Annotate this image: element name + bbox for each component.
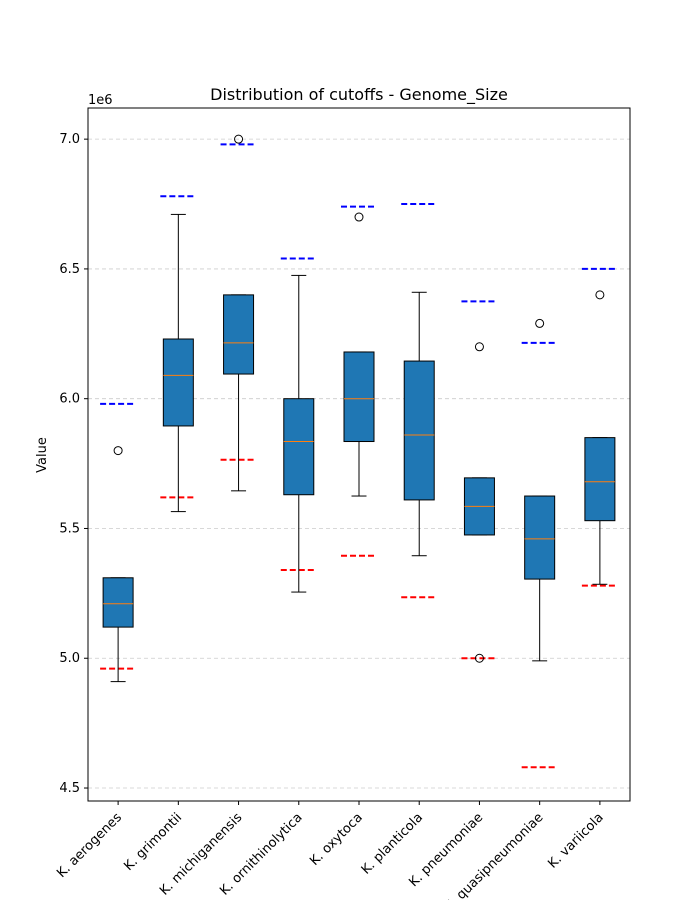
box-iqr <box>102 577 134 628</box>
outlier-point <box>474 342 484 352</box>
box-iqr <box>343 351 375 443</box>
box-group <box>223 134 255 492</box>
y-tick-label: 5.5 <box>59 521 80 536</box>
box-iqr <box>283 398 315 496</box>
y-tick-label: 6.0 <box>59 392 80 407</box>
y-scale-offset-label: 1e6 <box>88 93 113 108</box>
box-iqr <box>223 294 255 375</box>
x-tick-label: K. quasipneumoniae <box>442 810 547 900</box>
box-iqr <box>162 338 194 427</box>
x-tick-label: K. variicola <box>545 810 606 871</box>
x-tick-label: K. oxytoca <box>307 810 366 869</box>
box-group <box>584 290 616 585</box>
box-iqr <box>403 360 435 501</box>
box-group <box>102 446 134 683</box>
box-group <box>524 318 556 662</box>
y-tick-label: 6.5 <box>59 262 80 277</box>
y-tick-label: 4.5 <box>59 781 80 796</box>
outlier-point <box>595 290 605 300</box>
outlier-point <box>234 134 244 144</box>
x-tick-label: K. planticola <box>359 810 426 877</box>
box-group <box>403 291 435 557</box>
y-tick-label: 5.0 <box>59 651 80 666</box>
box-group <box>162 213 194 513</box>
box-group <box>463 342 495 663</box>
outlier-point <box>354 212 364 222</box>
outlier-point <box>113 446 123 456</box>
box-group <box>343 212 375 497</box>
y-tick-label: 7.0 <box>59 132 80 147</box>
outlier-point <box>474 653 484 663</box>
boxes <box>102 134 616 683</box>
box-iqr <box>584 437 616 522</box>
box-iqr <box>524 495 556 580</box>
outlier-point <box>535 318 545 328</box>
x-tick-label: K. grimontii <box>121 810 185 874</box>
y-axis-label: Value <box>35 437 50 473</box>
plot-frame <box>87 107 631 802</box>
x-tick-label: K. aerogenes <box>54 810 125 881</box>
box-group <box>283 274 315 593</box>
chart-title: Distribution of cutoffs - Genome_Size <box>210 85 508 105</box>
